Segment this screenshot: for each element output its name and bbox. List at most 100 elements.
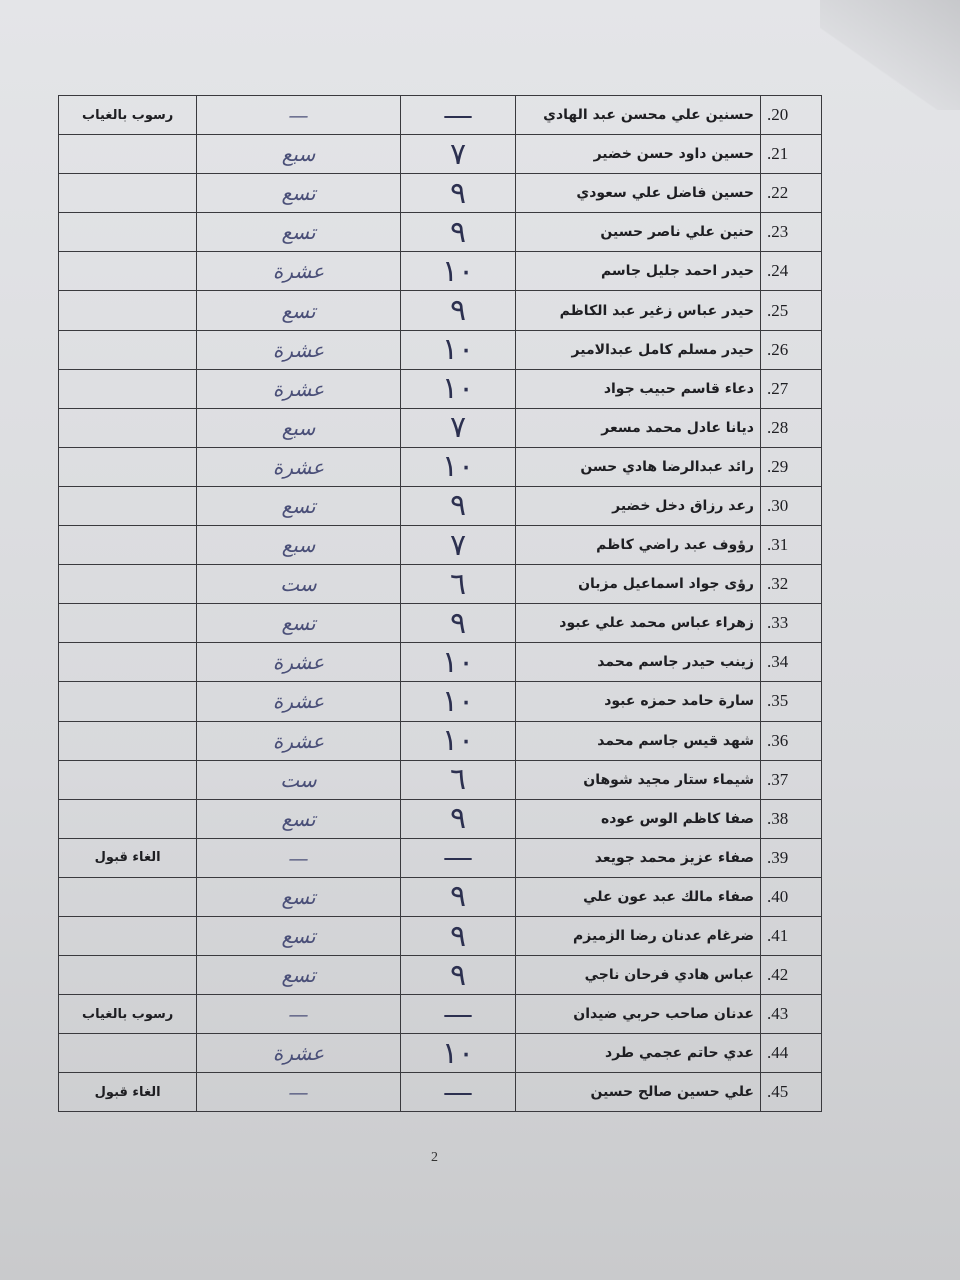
student-name: زهراء عباس محمد علي عبود [515,603,761,644]
remark [57,915,198,957]
table-row: .36 شهد قيس جاسم محمد ١٠ عشرة [57,720,823,761]
remark [57,290,198,331]
student-name: ديانا عادل محمد مسعر [515,407,761,448]
row-number: .43 [759,994,823,1035]
remark [57,407,198,448]
table-row: .35 سارة حامد حمزه عبود ١٠ عشرة [57,681,823,722]
grade-digits: ٩ [399,798,517,839]
grade-words: سبع [196,134,401,175]
grade-digits: ٩ [399,485,517,527]
grade-words: تسع [196,876,401,917]
grade-digits: ٧ [399,525,517,566]
student-name: شيماء ستار مجيد شوهان [515,759,761,800]
remark [57,564,198,605]
table-row: .31 رؤوف عبد راضي كاظم ٧ سبع [57,525,823,566]
remark [57,642,198,683]
table-row: .34 زينب حيدر جاسم محمد ١٠ عشرة [57,642,823,683]
student-name: رؤى جواد اسماعيل مزبان [515,564,761,605]
grade-words: عشرة [196,446,401,487]
remark [57,759,198,800]
grade-words: عشرة [196,329,401,370]
table-row: .29 رائد عبدالرضا هادي حسن ١٠ عشرة [57,446,823,487]
grade-digits: ٧ [399,407,517,448]
remark [57,720,198,761]
grade-words: عشرة [196,642,401,683]
table-row: .40 صفاء مالك عبد عون علي ٩ تسع [57,876,823,917]
student-name: دعاء قاسم حبيب جواد [515,368,761,409]
row-number: .24 [759,251,823,292]
student-name: حيدر مسلم كامل عبدالامير [515,329,761,370]
grade-digits: — [399,94,517,136]
remark [57,955,198,996]
grade-digits: ٩ [399,955,517,996]
grade-words: تسع [196,603,401,644]
table-row: .41 ضرغام عدنان رضا الزميزم ٩ تسع [57,915,823,957]
grade-words: — [196,1072,401,1113]
grade-words: — [196,94,401,136]
remark [57,485,198,527]
student-name: حنين علي ناصر حسين [515,212,761,253]
student-name: سارة حامد حمزه عبود [515,681,761,722]
remark [57,134,198,175]
row-number: .40 [759,876,823,917]
remark [57,798,198,839]
table-row: .32 رؤى جواد اسماعيل مزبان ٦ ست [57,564,823,605]
remark: رسوب بالغياب [57,94,198,136]
grade-digits: ٩ [399,212,517,253]
row-number: .30 [759,485,823,527]
student-name: حيدر عباس زغير عبد الكاظم [515,290,761,331]
row-number: .42 [759,955,823,996]
table-row: .30 رعد رزاق دخل خضير ٩ تسع [57,485,823,527]
grade-words: تسع [196,212,401,253]
table-row: .26 حيدر مسلم كامل عبدالامير ١٠ عشرة [57,329,823,370]
row-number: .27 [759,368,823,409]
row-number: .26 [759,329,823,370]
grade-digits: ١٠ [399,329,517,370]
student-name: شهد قيس جاسم محمد [515,720,761,761]
row-number: .22 [759,173,823,214]
grade-digits: ٩ [399,290,517,331]
grade-words: تسع [196,485,401,527]
remark: رسوب بالغياب [57,994,198,1035]
grade-digits: ٧ [399,134,517,175]
row-number: .34 [759,642,823,683]
grade-digits: ٩ [399,173,517,214]
row-number: .28 [759,407,823,448]
table-row: .43 عدنان صاحب حربي ضيدان — — رسوب بالغياب [57,994,823,1035]
grade-words: تسع [196,955,401,996]
remark [57,251,198,292]
table-row: .25 حيدر عباس زغير عبد الكاظم ٩ تسع [57,290,823,331]
table-row: .39 صفاء عزيز محمد جويعد — — الغاء قبول [57,837,823,878]
grade-digits: ٩ [399,876,517,917]
student-name: حسنين علي محسن عبد الهادي [515,94,761,136]
student-name: حسين داود حسن خضير [515,134,761,175]
student-name: صفاء مالك عبد عون علي [515,876,761,917]
remark [57,603,198,644]
row-number: .23 [759,212,823,253]
row-number: .45 [759,1072,823,1113]
grade-digits: ٦ [399,564,517,605]
table-row: .27 دعاء قاسم حبيب جواد ١٠ عشرة [57,368,823,409]
grade-words: ست [196,564,401,605]
grades-table: .20 حسنين علي محسن عبد الهادي — — رسوب بالغي… [57,94,823,1113]
grade-digits: ١٠ [399,251,517,292]
table-row: .23 حنين علي ناصر حسين ٩ تسع [57,212,823,253]
table-row: .22 حسين فاضل علي سعودي ٩ تسع [57,173,823,214]
student-name: صفا كاظم الوس عوده [515,798,761,839]
grade-digits: ٩ [399,603,517,644]
grade-digits: ١٠ [399,1033,517,1074]
grade-words: تسع [196,173,401,214]
grade-words: — [196,994,401,1035]
grade-digits: — [399,837,517,878]
grade-words: تسع [196,915,401,957]
row-number: .35 [759,681,823,722]
student-name: عدنان صاحب حربي ضيدان [515,994,761,1035]
table-row: .21 حسين داود حسن خضير ٧ سبع [57,134,823,175]
grade-words: عشرة [196,1033,401,1074]
student-name: عدي حاتم عجمي طرد [515,1033,761,1074]
student-name: رعد رزاق دخل خضير [515,485,761,527]
remark [57,329,198,370]
row-number: .25 [759,290,823,331]
page-fold [820,0,960,110]
grade-digits: ١٠ [399,446,517,487]
